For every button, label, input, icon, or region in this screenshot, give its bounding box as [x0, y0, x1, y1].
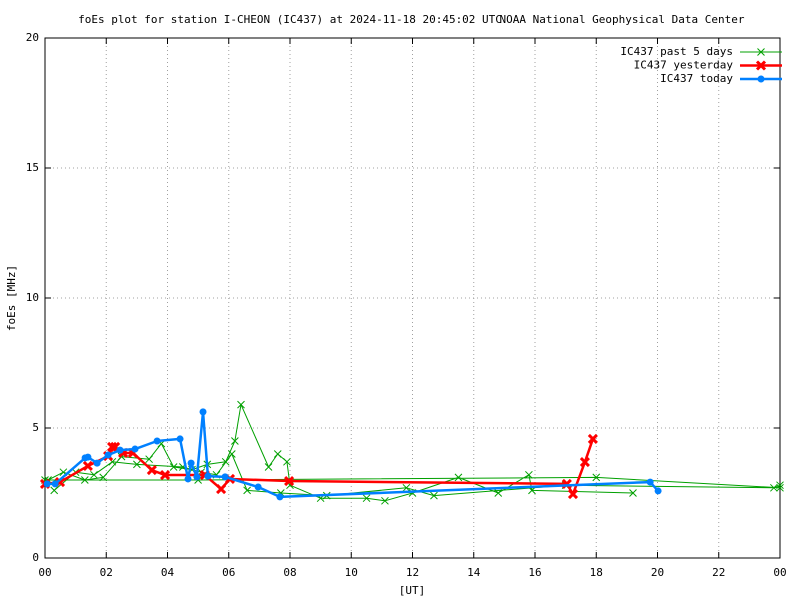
data-point	[131, 445, 139, 453]
y-tick-label: 5	[32, 421, 39, 434]
data-point	[84, 453, 92, 461]
data-point	[199, 408, 207, 416]
x-tick-label: 06	[222, 566, 235, 579]
y-tick-label: 20	[26, 31, 39, 44]
legend-marker	[755, 60, 767, 71]
data-point	[146, 465, 157, 476]
data-point	[654, 487, 662, 495]
data-point	[184, 475, 192, 483]
data-point	[204, 472, 212, 480]
data-point	[629, 489, 637, 497]
x-tick-label: 08	[283, 566, 296, 579]
data-point	[567, 488, 579, 500]
chart-title: foEs plot for station I-CHEON (IC437) at…	[78, 13, 502, 26]
x-tick-label: 04	[161, 566, 175, 579]
legend-marker	[757, 48, 765, 56]
legend-marker	[757, 75, 765, 83]
x-tick-label: 02	[100, 566, 113, 579]
data-point	[237, 400, 245, 409]
data-point	[430, 491, 438, 500]
chart-source: NOAA National Geophysical Data Center	[499, 13, 744, 26]
legend-label: IC437 yesterday	[634, 59, 734, 72]
data-point	[646, 478, 654, 486]
data-point	[221, 457, 230, 466]
data-point	[381, 496, 389, 505]
plot-frame	[44, 37, 781, 559]
data-point	[169, 463, 178, 471]
data-point	[80, 476, 89, 484]
data-point	[116, 446, 124, 454]
data-point	[176, 435, 184, 443]
data-point	[187, 459, 195, 467]
y-tick-label: 15	[26, 161, 39, 174]
data-point	[770, 483, 778, 492]
data-point	[82, 460, 93, 472]
data-point	[90, 470, 98, 479]
data-point	[284, 475, 295, 487]
data-point	[145, 455, 153, 464]
data-point	[362, 494, 371, 503]
data-point	[494, 489, 503, 497]
data-point	[99, 473, 108, 482]
data-point	[254, 483, 262, 491]
x-tick-label: 20	[651, 566, 664, 579]
data-point	[243, 486, 251, 495]
data-point	[587, 433, 598, 444]
data-point	[193, 473, 201, 481]
data-point	[50, 486, 59, 495]
data-point	[216, 484, 227, 495]
x-tick-label: 10	[345, 566, 358, 579]
data-point	[227, 450, 236, 458]
data-point	[159, 469, 171, 481]
data-point	[283, 457, 291, 466]
data-point	[454, 473, 463, 482]
data-point	[43, 480, 51, 488]
x-tick-label: 14	[467, 566, 481, 579]
data-point	[264, 463, 273, 471]
data-point	[107, 441, 118, 453]
data-point	[104, 451, 112, 459]
x-tick-label: 16	[528, 566, 541, 579]
data-point	[402, 483, 411, 492]
data-point	[592, 473, 601, 482]
x-tick-label: 00	[38, 566, 51, 579]
data-point	[776, 481, 784, 490]
x-axis-label: [UT]	[399, 584, 426, 597]
data-point	[51, 480, 59, 488]
data-point	[231, 437, 239, 445]
y-axis-label: foEs [MHz]	[5, 265, 18, 331]
x-tick-label: 00	[773, 566, 786, 579]
data-point	[221, 473, 229, 481]
data-point	[276, 493, 284, 501]
data-point	[93, 459, 101, 467]
x-tick-label: 12	[406, 566, 419, 579]
data-point	[153, 437, 161, 445]
legend-label: IC437 past 5 days	[620, 45, 733, 58]
data-point	[579, 456, 590, 468]
data-point	[273, 450, 282, 458]
data-point	[776, 483, 784, 492]
x-tick-label: 18	[590, 566, 603, 579]
legend-label: IC437 today	[660, 72, 733, 85]
data-point	[525, 470, 533, 479]
y-tick-label: 0	[32, 551, 39, 564]
data-point	[133, 460, 141, 469]
x-tick-label: 22	[712, 566, 725, 579]
y-tick-label: 10	[26, 291, 39, 304]
